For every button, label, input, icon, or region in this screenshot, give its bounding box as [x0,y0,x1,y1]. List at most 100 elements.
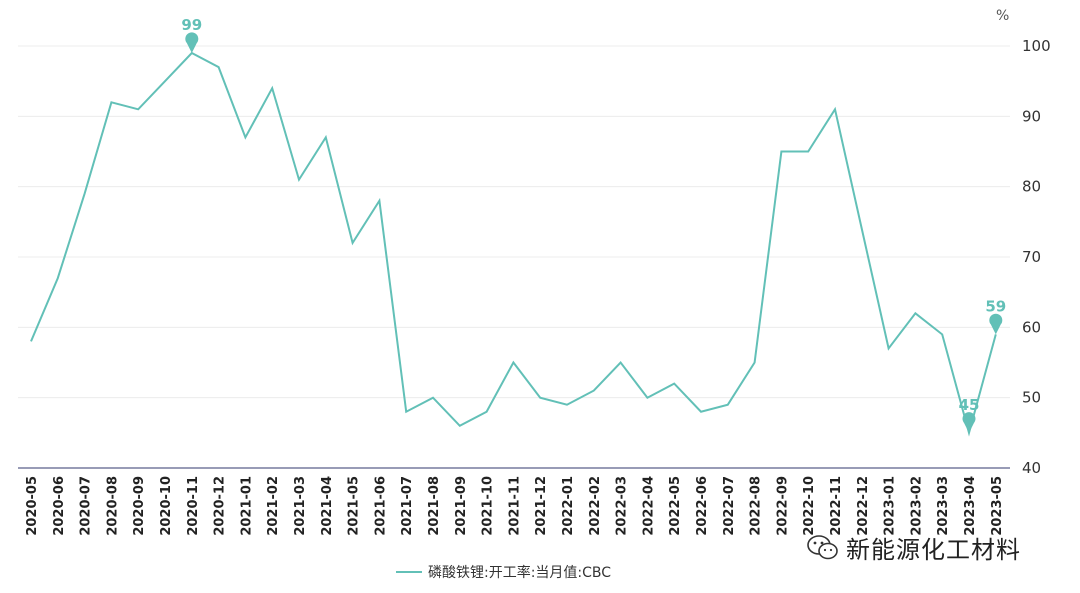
data-point [672,382,676,386]
x-tick-label: 2021-09 [454,476,469,536]
x-tick-label: 2021-07 [400,476,415,536]
x-axis-ticks: 2020-05 2020-06 2020-07 2020-08 2020-09 2020-… [25,476,1005,536]
data-point [351,241,355,245]
data-point [109,100,113,104]
data-point [377,199,381,203]
x-tick-label: 2022-04 [641,476,656,536]
data-point [297,178,301,182]
data-point [485,410,489,414]
x-tick-label: 2020-12 [213,476,228,536]
x-tick-label: 2023-04 [963,476,978,536]
data-point [163,79,167,83]
data-point [940,332,944,336]
annotation-pin: 99 [181,16,202,54]
x-tick-label: 2021-12 [534,476,549,536]
y-tick-label: 100 [1022,37,1051,55]
x-tick-label: 2022-12 [856,476,871,536]
series-points [29,51,998,435]
grid-lines [18,45,1010,399]
data-point [538,396,542,400]
data-point [833,107,837,111]
x-tick-label: 2022-09 [775,476,790,536]
x-tick-label: 2021-11 [507,476,522,536]
x-tick-label: 2021-06 [373,476,388,536]
x-tick-label: 2021-10 [481,476,496,536]
y-axis-unit: % [996,8,1009,24]
legend: 磷酸铁锂:开工率:当月值:CBC [396,562,611,582]
annotation-label: 59 [985,297,1006,315]
pin-marker [185,32,199,54]
x-tick-label: 2023-03 [936,476,951,536]
data-point [913,311,917,315]
y-tick-label: 50 [1022,389,1041,407]
x-tick-label: 2022-03 [615,476,630,536]
data-point [83,192,87,196]
data-point [565,403,569,407]
data-point [404,410,408,414]
annotation-pin: 59 [985,297,1006,335]
series-line [30,51,997,437]
data-point [619,361,623,365]
x-tick-label: 2022-07 [722,476,737,536]
x-tick-label: 2020-09 [132,476,147,536]
data-point [270,86,274,90]
watermark: 新能源化工材料 [806,530,1021,565]
annotation-label: 45 [959,396,980,414]
x-tick-label: 2022-05 [668,476,683,536]
y-tick-label: 70 [1022,248,1041,266]
y-tick-label: 60 [1022,318,1041,336]
data-point [458,424,462,428]
y-axis-ticks: 40 50 60 70 80 90 100 [1022,37,1051,477]
x-tick-label: 2022-08 [749,476,764,536]
pin-marker [989,313,1003,335]
wechat-icon [807,534,838,559]
annotation-pin: 45 [959,396,980,433]
legend-label: 磷酸铁锂:开工率:当月值:CBC [428,565,612,581]
x-tick-label: 2022-10 [802,476,817,536]
x-tick-label: 2020-06 [52,476,67,536]
watermark-text: 新能源化工材料 [846,536,1021,564]
data-point [860,227,864,231]
x-tick-label: 2020-10 [159,476,174,536]
data-point [243,135,247,139]
x-tick-label: 2023-01 [883,476,898,536]
x-tick-label: 2021-05 [347,476,362,536]
y-tick-label: 80 [1022,178,1041,196]
x-tick-label: 2021-08 [427,476,442,536]
data-point [136,107,140,111]
x-tick-label: 2020-08 [105,476,120,536]
data-point [511,361,515,365]
legend-swatch [396,571,422,573]
data-point [431,396,435,400]
data-point [887,346,891,350]
x-tick-label: 2021-02 [266,476,281,536]
x-tick-label: 2022-11 [829,476,844,536]
x-tick-label: 2022-06 [695,476,710,536]
x-tick-label: 2020-07 [79,476,94,536]
x-tick-label: 2020-05 [25,476,40,536]
data-point [806,150,810,154]
x-tick-label: 2021-03 [293,476,308,536]
data-point [699,410,703,414]
x-tick-label: 2022-01 [561,476,576,536]
x-tick-label: 2022-02 [588,476,603,536]
y-tick-label: 40 [1022,459,1041,477]
data-point [726,403,730,407]
y-tick-label: 90 [1022,107,1041,125]
data-point [592,389,596,393]
annotation-pins: 99 45 59 [181,16,1006,433]
data-point [217,65,221,69]
annotation-label: 99 [181,16,202,34]
data-point [56,276,60,280]
x-tick-label: 2021-04 [320,476,335,536]
data-point [779,150,783,154]
x-tick-label: 2021-01 [239,476,254,536]
data-point [324,135,328,139]
x-tick-label: 2023-05 [990,476,1005,536]
data-point [753,361,757,365]
pin-marker [962,412,976,433]
data-point [645,396,649,400]
x-tick-label: 2020-11 [186,476,201,536]
data-point [29,339,33,343]
